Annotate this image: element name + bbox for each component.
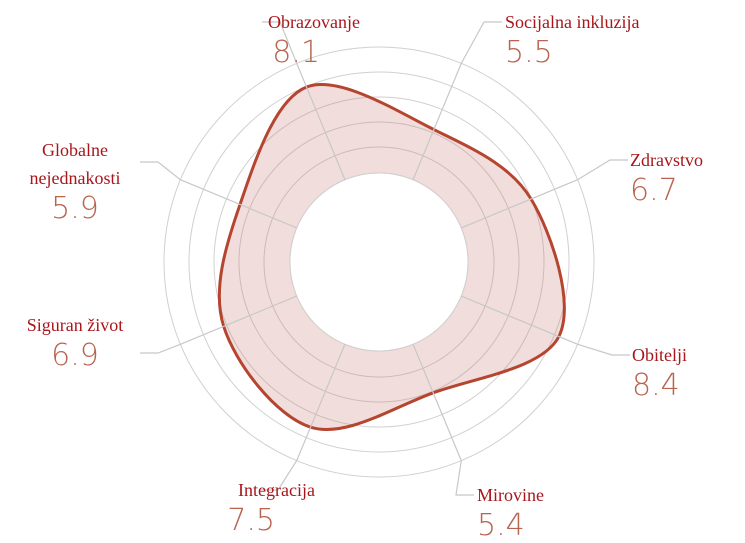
leader-line xyxy=(412,343,474,496)
value-label: 5.9 xyxy=(51,191,99,226)
value-label: 6.7 xyxy=(630,173,678,208)
category-name: Mirovine xyxy=(477,485,544,505)
leader-line xyxy=(260,343,346,491)
category-name: Socijalna inkluzija xyxy=(505,12,640,32)
category-label: Siguran život 6.9 xyxy=(5,311,145,373)
category-label: Obrazovanje 8.1 xyxy=(130,8,360,70)
hole xyxy=(289,172,469,352)
category-label: Obitelji 8.4 xyxy=(632,341,745,403)
category-label: Socijalna inkluzija 5.5 xyxy=(505,8,735,70)
category-label: Integracija 7.5 xyxy=(85,476,315,538)
leader-line xyxy=(412,21,502,181)
category-name: Zdravstvo xyxy=(630,150,703,170)
category-name: Siguran život xyxy=(26,315,124,335)
value-label: 8.4 xyxy=(632,368,680,403)
leader-line xyxy=(262,21,346,181)
value-label: 8.1 xyxy=(272,35,320,70)
value-label: 6.9 xyxy=(51,338,99,373)
value-label: 5.5 xyxy=(505,35,553,70)
category-label: Zdravstvo 6.7 xyxy=(630,146,745,208)
value-label: 7.5 xyxy=(227,503,275,538)
ring xyxy=(163,46,595,478)
category-name: Globalne nejednakosti xyxy=(29,140,121,188)
category-name: Obitelji xyxy=(632,345,687,365)
category-name: Obrazovanje xyxy=(268,12,360,32)
leader-line xyxy=(460,295,630,356)
ring xyxy=(238,121,520,403)
ring xyxy=(213,96,545,428)
value-label: 5.4 xyxy=(477,508,525,543)
ring xyxy=(263,146,495,378)
category-name: Integracija xyxy=(238,480,315,500)
ring xyxy=(188,71,570,453)
leader-line xyxy=(140,161,298,229)
category-label: Mirovine 5.4 xyxy=(477,481,707,543)
category-label: Globalne nejednakosti 5.9 xyxy=(5,136,145,226)
leader-line xyxy=(140,295,298,354)
leader-line xyxy=(460,159,628,229)
